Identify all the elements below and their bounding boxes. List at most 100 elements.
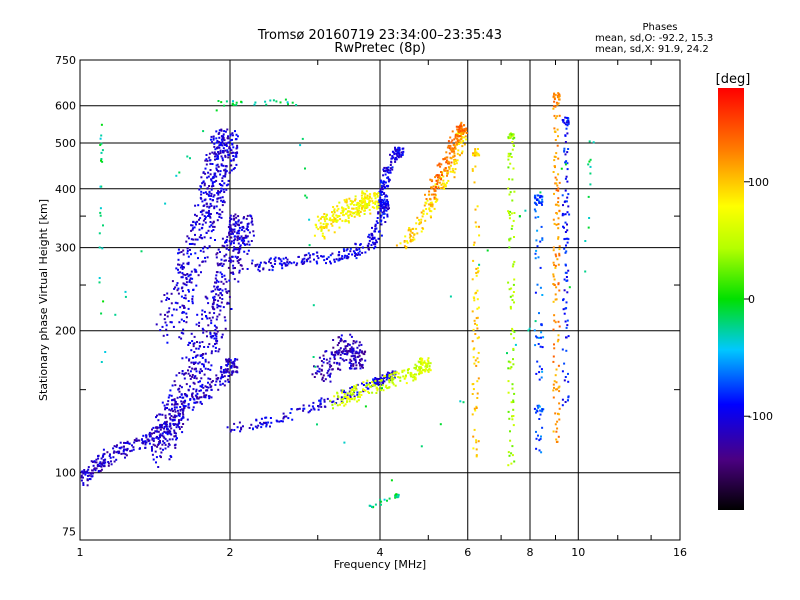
echo-point: [476, 316, 479, 319]
echo-point: [258, 270, 261, 273]
echo-point: [507, 210, 510, 213]
echo-point: [221, 275, 224, 278]
echo-point: [471, 169, 474, 172]
echo-point: [452, 149, 455, 152]
echo-point: [538, 439, 541, 442]
echo-point: [151, 453, 154, 456]
echo-point: [566, 229, 569, 232]
echo-point: [268, 258, 271, 261]
echo-point: [395, 493, 398, 496]
echo-point: [352, 340, 355, 342]
echo-point: [228, 230, 231, 233]
echo-point: [397, 372, 400, 375]
echo-point: [151, 428, 153, 431]
echo-point: [349, 199, 352, 202]
echo-point: [230, 233, 232, 236]
echo-point: [323, 218, 326, 221]
echo-point: [362, 388, 364, 391]
echo-point: [538, 405, 541, 408]
echo-point: [162, 440, 165, 443]
echo-point: [221, 294, 224, 297]
echo-point: [420, 362, 422, 365]
echo-point: [354, 360, 357, 363]
echo-point: [510, 401, 513, 404]
echo-point: [173, 429, 176, 432]
echo-point: [164, 422, 167, 425]
echo-point: [308, 404, 311, 407]
echo-point: [477, 351, 480, 354]
echo-point: [260, 426, 263, 429]
echo-point: [428, 203, 431, 206]
echo-point: [564, 376, 567, 378]
echo-point: [562, 120, 565, 123]
echo-point: [221, 184, 224, 187]
echo-point: [203, 346, 206, 348]
echo-point: [187, 275, 190, 278]
echo-point: [453, 138, 456, 141]
echo-point: [328, 374, 331, 377]
echo-point: [506, 352, 508, 355]
echo-point: [223, 130, 226, 133]
echo-point: [509, 136, 512, 139]
echo-point: [225, 100, 228, 103]
echo-point: [355, 364, 358, 367]
echo-point: [434, 186, 437, 189]
echo-point: [383, 207, 386, 210]
echo-point: [368, 193, 371, 196]
echo-point: [239, 245, 242, 248]
echo-point: [567, 269, 570, 272]
echo-point: [553, 264, 556, 266]
echo-point: [131, 444, 133, 447]
echo-point: [169, 321, 172, 324]
echo-point: [346, 350, 349, 353]
echo-point: [210, 381, 213, 384]
echo-point: [237, 242, 240, 245]
echo-point: [207, 345, 210, 348]
echo-point: [538, 201, 541, 204]
echo-point: [476, 307, 479, 310]
echo-point: [96, 464, 99, 467]
echo-point: [507, 136, 510, 139]
echo-point: [359, 349, 362, 352]
echo-point: [215, 179, 218, 182]
echo-point: [449, 164, 452, 167]
echo-point: [444, 167, 447, 170]
echo-point: [225, 369, 228, 372]
echo-point: [328, 218, 331, 221]
echo-point: [318, 367, 321, 370]
echo-point: [562, 225, 564, 228]
echo-point: [221, 333, 224, 336]
echo-point: [345, 198, 348, 201]
echo-point: [232, 158, 235, 161]
echo-point: [368, 385, 371, 388]
echo-point: [354, 199, 356, 202]
echo-point: [366, 379, 369, 382]
echo-point: [555, 286, 558, 289]
echo-point: [180, 331, 183, 334]
echo-point: [447, 179, 450, 182]
echo-point: [370, 244, 373, 247]
echo-point: [230, 361, 233, 364]
echo-point: [198, 370, 201, 373]
echo-point: [216, 330, 219, 333]
echo-point: [168, 307, 171, 310]
echo-point: [177, 287, 180, 290]
echo-point: [243, 239, 246, 242]
echo-point: [455, 125, 458, 128]
echo-point: [478, 234, 481, 237]
echo-point: [248, 243, 251, 246]
echo-point: [406, 241, 409, 244]
echo-point: [355, 352, 358, 354]
echo-point: [215, 374, 218, 377]
echo-point: [204, 198, 207, 201]
echo-point: [507, 367, 510, 370]
echo-point: [415, 365, 418, 368]
echo-point: [161, 401, 164, 404]
echo-point: [566, 180, 569, 183]
echo-point: [355, 340, 358, 343]
echo-point: [186, 273, 189, 275]
echo-point: [380, 234, 383, 237]
echo-point: [236, 235, 239, 238]
echo-point: [190, 224, 193, 227]
echo-point: [187, 307, 190, 310]
